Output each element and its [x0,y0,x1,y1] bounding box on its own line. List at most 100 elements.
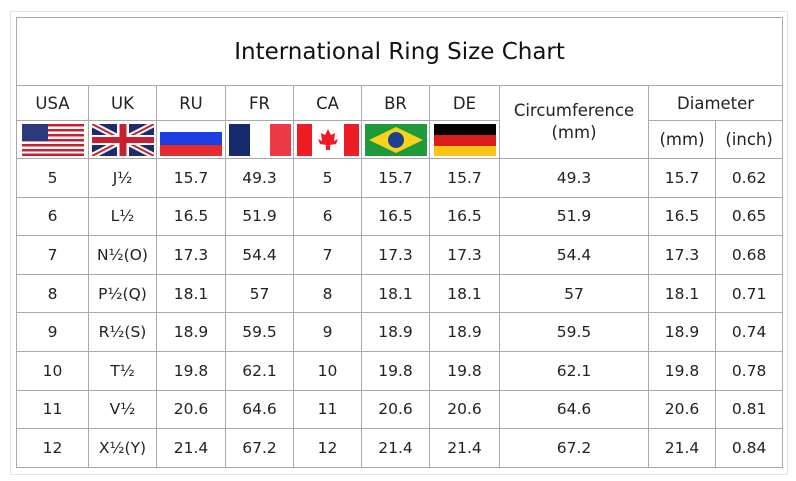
cell-diameter-inch: 0.65 [714,196,784,237]
header-fr: FR [225,85,294,121]
header-ru: RU [156,85,226,121]
cell-fr: 51.9 [225,196,294,237]
brazil-flag-icon [364,123,427,156]
cell-ca: 10 [293,350,362,391]
cell-br: 16.5 [361,196,430,237]
cell-circumference-mm: 49.3 [499,158,649,198]
circumference-label: Circumference [513,101,635,120]
header-br: BR [361,85,430,121]
cell-usa: 5 [16,158,89,198]
cell-br: 21.4 [361,428,430,468]
ring-size-table: International Ring Size Chart USA UK RU … [15,17,784,468]
cell-ca: 7 [293,235,362,275]
cell-de: 21.4 [429,428,500,468]
cell-ca: 5 [293,158,362,198]
table-row: 7 N½(O) 17.3 54.4 7 17.3 17.3 54.4 17.3 0.68 [16,235,784,275]
cell-circumference-mm: 57 [499,273,649,314]
cell-fr: 67.2 [225,428,294,468]
table-row: 6 L½ 16.5 51.9 6 16.5 16.5 51.9 16.5 0.65 [16,196,784,237]
header-de: DE [429,85,500,121]
table-row: 11 V½ 20.6 64.6 11 20.6 20.6 64.6 20.6 0.81 [16,389,784,430]
uk-flag-cell [88,120,157,159]
cell-de: 19.8 [429,350,500,391]
cell-de: 17.3 [429,235,500,275]
cell-fr: 54.4 [225,235,294,275]
cell-de: 18.1 [429,273,500,314]
cell-diameter-inch: 0.62 [714,158,784,198]
table-row: 12 X½(Y) 21.4 67.2 12 21.4 21.4 67.2 21.4 0.84 [16,428,784,468]
header-usa: USA [16,85,89,121]
cell-uk: P½(Q) [88,273,157,314]
germany-flag-icon [433,123,496,156]
cell-br: 19.8 [361,350,430,391]
usa-flag-cell [16,120,89,159]
cell-ru: 18.1 [156,273,226,314]
cell-ru: 20.6 [156,389,226,430]
circumference-unit: (mm) [551,123,597,142]
cell-circumference-mm: 59.5 [499,312,649,352]
cell-circumference-mm: 54.4 [499,235,649,275]
cell-ca: 9 [293,312,362,352]
cell-ru: 16.5 [156,196,226,237]
br-flag-cell [361,120,430,159]
table-row: 10 T½ 19.8 62.1 10 19.8 19.8 62.1 19.8 0.78 [16,350,784,391]
ru-flag-cell [156,120,226,159]
table-row: 9 R½(S) 18.9 59.5 9 18.9 18.9 59.5 18.9 0.74 [16,312,784,352]
cell-diameter-inch: 0.84 [714,428,784,468]
cell-ca: 8 [293,273,362,314]
cell-de: 16.5 [429,196,500,237]
table-row: 8 P½(Q) 18.1 57 8 18.1 18.1 57 18.1 0.71 [16,273,784,314]
cell-br: 20.6 [361,389,430,430]
cell-de: 18.9 [429,312,500,352]
cell-ru: 21.4 [156,428,226,468]
cell-fr: 49.3 [225,158,294,198]
header-diameter-inch: (inch) [714,120,784,159]
cell-usa: 10 [16,350,89,391]
ca-flag-cell [293,120,362,159]
cell-usa: 7 [16,235,89,275]
page-title: International Ring Size Chart [15,17,784,86]
fr-flag-cell [225,120,294,159]
cell-diameter-inch: 0.78 [714,350,784,391]
cell-diameter-inch: 0.74 [714,312,784,352]
cell-diameter-mm: 19.8 [648,350,716,391]
table-row: 5 J½ 15.7 49.3 5 15.7 15.7 49.3 15.7 0.62 [16,158,784,198]
header-circumference: Circumference (mm) [499,85,649,159]
cell-uk: J½ [88,158,157,198]
cell-uk: L½ [88,196,157,237]
canada-flag-icon [296,123,359,156]
cell-uk: V½ [88,389,157,430]
header-diameter-mm: (mm) [648,120,716,159]
cell-uk: R½(S) [88,312,157,352]
cell-diameter-mm: 21.4 [648,428,716,468]
cell-ca: 6 [293,196,362,237]
cell-diameter-mm: 17.3 [648,235,716,275]
france-flag-icon [228,123,291,156]
cell-de: 20.6 [429,389,500,430]
header-uk: UK [88,85,157,121]
cell-fr: 64.6 [225,389,294,430]
uk-flag-icon [91,123,154,156]
cell-diameter-mm: 18.9 [648,312,716,352]
de-flag-cell [429,120,500,159]
cell-uk: X½(Y) [88,428,157,468]
russia-flag-icon [160,123,222,156]
cell-diameter-inch: 0.71 [714,273,784,314]
cell-ca: 11 [293,389,362,430]
cell-diameter-mm: 18.1 [648,273,716,314]
cell-br: 18.1 [361,273,430,314]
cell-usa: 6 [16,196,89,237]
cell-diameter-inch: 0.68 [714,235,784,275]
cell-de: 15.7 [429,158,500,198]
header-ca: CA [293,85,362,121]
cell-diameter-mm: 16.5 [648,196,716,237]
cell-uk: T½ [88,350,157,391]
cell-br: 18.9 [361,312,430,352]
cell-uk: N½(O) [88,235,157,275]
usa-flag-icon [21,123,84,156]
cell-circumference-mm: 51.9 [499,196,649,237]
cell-usa: 9 [16,312,89,352]
cell-circumference-mm: 64.6 [499,389,649,430]
cell-br: 15.7 [361,158,430,198]
cell-ca: 12 [293,428,362,468]
